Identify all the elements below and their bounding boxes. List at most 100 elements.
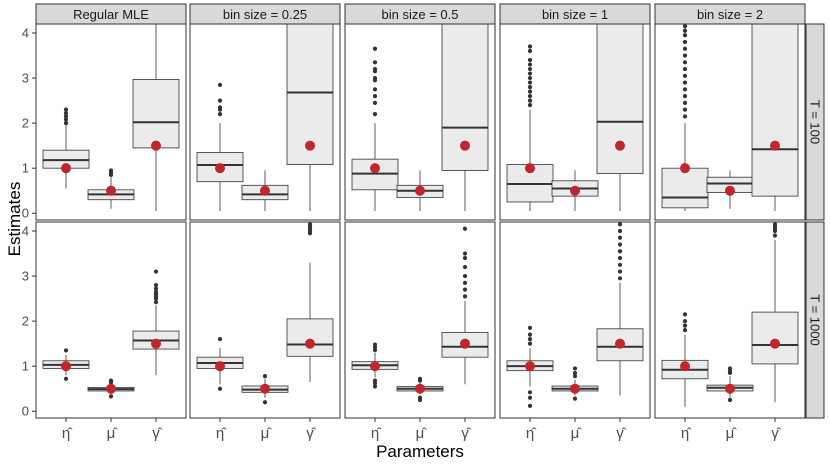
- outlier-point: [527, 57, 533, 63]
- panel-plot: [196, 222, 334, 405]
- boxplot: [87, 168, 135, 209]
- box: [661, 167, 709, 209]
- outlier-point: [682, 87, 688, 92]
- x-tick-label: μ̂: [416, 425, 428, 442]
- box: [596, 24, 644, 174]
- true-value-point: [151, 338, 161, 349]
- outlier-point: [682, 312, 688, 317]
- outlier-point: [217, 386, 223, 391]
- y-tick-label: 1: [22, 359, 29, 374]
- outlier-point: [527, 403, 533, 408]
- x-axis-label: Parameters: [376, 442, 464, 461]
- outlier-point: [682, 28, 688, 33]
- outlier-point: [527, 84, 533, 90]
- outlier-point: [462, 226, 468, 231]
- outlier-point: [462, 280, 468, 285]
- y-tick-label: 2: [22, 314, 29, 329]
- column-strip: [344, 3, 496, 25]
- x-tick-label: γ̂: [771, 425, 782, 442]
- boxplot: [441, 24, 489, 211]
- true-value-point: [106, 383, 116, 394]
- outlier-point: [682, 80, 688, 85]
- outlier-point: [527, 66, 533, 72]
- outlier-point: [153, 269, 159, 274]
- boxplot: [396, 376, 444, 403]
- true-value-point: [106, 185, 116, 196]
- boxplot: [396, 170, 444, 211]
- x-tick-label: μ̂: [107, 425, 119, 442]
- outlier-point: [63, 111, 69, 116]
- outlier-point: [572, 370, 578, 376]
- column-strip-label: bin size = 1: [542, 7, 608, 22]
- outlier-point: [153, 282, 159, 288]
- box: [132, 79, 180, 149]
- outlier-point: [217, 82, 223, 87]
- x-tick-label: η̂: [62, 425, 73, 442]
- outlier-point: [462, 251, 468, 256]
- boxplot: [706, 366, 754, 403]
- outlier-point: [682, 93, 688, 99]
- outlier-point: [572, 373, 578, 379]
- outlier-point: [63, 117, 69, 122]
- boxplot: [196, 337, 244, 391]
- outlier-point: [617, 222, 623, 227]
- outlier-point: [682, 60, 688, 65]
- outlier-point: [682, 33, 688, 38]
- outlier-point: [527, 98, 533, 103]
- panel-plot: [42, 269, 180, 399]
- true-value-point: [260, 383, 270, 394]
- column-strip-label: bin size = 2: [697, 7, 763, 22]
- panels-layer: [35, 23, 806, 419]
- outlier-point: [372, 342, 378, 347]
- box: [751, 311, 799, 365]
- outlier-point: [462, 273, 468, 279]
- outlier-point: [527, 89, 533, 94]
- panel-plot: [351, 24, 489, 211]
- outlier-point: [682, 53, 688, 58]
- outlier-point: [462, 255, 468, 261]
- x-axis: η̂ μ̂ γ̂ η̂ μ̂ γ̂ η̂ μ̂ γ̂ η̂ μ̂ γ̂ η̂ μ̂ γ̂: [62, 418, 782, 442]
- boxplot: [551, 366, 599, 401]
- true-value-point: [415, 383, 425, 394]
- outlier-point: [617, 249, 623, 254]
- outlier-point: [372, 93, 378, 99]
- outlier-point: [63, 348, 69, 353]
- boxplot: [751, 24, 799, 211]
- outlier-point: [682, 24, 688, 29]
- outlier-point: [153, 289, 159, 294]
- outlier-point: [462, 287, 468, 292]
- outlier-point: [372, 384, 378, 389]
- y-tick-label: 4: [22, 26, 29, 41]
- outlier-point: [372, 60, 378, 65]
- panel-plot: [661, 24, 799, 211]
- boxplot: [132, 269, 180, 376]
- outlier-point: [417, 376, 423, 381]
- box: [751, 24, 799, 197]
- boxplot: [751, 222, 799, 403]
- true-value-point: [725, 383, 735, 394]
- y-tick-label: 4: [22, 224, 29, 239]
- panel-plot: [196, 24, 334, 211]
- x-tick-label: γ̂: [152, 425, 163, 442]
- outlier-point: [63, 107, 69, 112]
- outlier-point: [527, 390, 533, 395]
- y-axis-label: Estimates: [5, 182, 24, 257]
- y-axis: 0 1 2 3 4 0 1 2 3 4: [22, 26, 36, 419]
- outlier-point: [617, 262, 623, 267]
- outlier-point: [63, 376, 69, 381]
- boxplot: [596, 222, 644, 396]
- outlier-point: [527, 71, 533, 76]
- outlier-point: [682, 100, 688, 105]
- column-strips: Regular MLE bin size = 0.25 bin size = 0.5…: [35, 3, 806, 25]
- true-value-point: [680, 361, 690, 372]
- boxplot: [42, 348, 90, 381]
- outlier-point: [772, 233, 778, 238]
- outlier-point: [572, 366, 578, 371]
- outlier-point: [372, 66, 378, 72]
- outlier-point: [262, 400, 268, 405]
- boxplot: [661, 24, 709, 211]
- true-value-point: [215, 361, 225, 372]
- outlier-point: [527, 332, 533, 337]
- true-value-point: [725, 185, 735, 196]
- boxplot: [706, 170, 754, 209]
